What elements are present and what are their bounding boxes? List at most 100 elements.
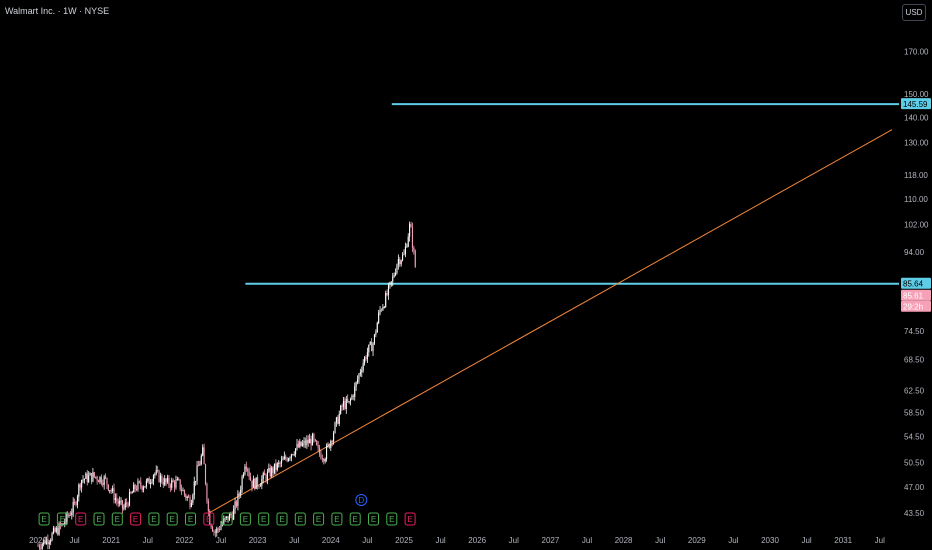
candle-body — [340, 405, 342, 414]
candle-body — [161, 475, 163, 483]
price-tag-label: 85.64 — [903, 280, 924, 289]
candle-body — [71, 512, 73, 516]
candle-body — [65, 513, 67, 523]
candle-body — [166, 477, 169, 483]
candle-body — [376, 322, 378, 333]
candle-body — [210, 524, 212, 528]
candle-body — [392, 276, 394, 282]
candle-body — [257, 477, 259, 487]
candle-body — [362, 363, 364, 371]
dividend-icon — [355, 494, 368, 506]
y-tick-label: 110.00 — [904, 195, 928, 204]
earnings-icon — [75, 512, 87, 526]
y-tick-label: 47.00 — [904, 483, 925, 492]
candle-body — [245, 466, 247, 469]
candle-body — [116, 498, 118, 502]
price-tag — [901, 277, 931, 289]
candle-body — [347, 399, 349, 403]
candle-body — [86, 473, 88, 482]
candle-body — [173, 481, 176, 488]
x-tick-label: 2031 — [834, 536, 852, 545]
earnings-icon — [203, 512, 215, 526]
candle-body — [40, 547, 42, 549]
earnings-label: E — [170, 515, 175, 524]
candle-body — [219, 529, 221, 531]
candle-body — [351, 395, 353, 400]
earnings-label: E — [279, 515, 284, 524]
candle-body — [299, 441, 301, 448]
x-tick-label: 2022 — [176, 536, 194, 545]
events-layer: E E E E E E E E E E E E E E E E E E E E E D — [38, 494, 416, 526]
x-tick-label: Jul — [655, 536, 665, 545]
candle-body — [368, 344, 370, 353]
candle-body — [389, 282, 391, 286]
candle-body — [337, 417, 339, 424]
candle-body — [272, 467, 274, 473]
candle-body — [378, 312, 380, 323]
candle-body — [317, 445, 319, 448]
earnings-icon — [404, 512, 416, 526]
candle-body — [195, 480, 197, 482]
x-tick-label: Jul — [289, 536, 299, 545]
y-tick-label: 170.00 — [904, 48, 929, 57]
earnings-icon — [349, 512, 361, 526]
y-tick-label: 62.50 — [904, 386, 925, 395]
candle-body — [356, 379, 359, 383]
candle-body — [364, 357, 366, 364]
candle-body — [227, 516, 229, 521]
candle-body — [403, 254, 405, 256]
candle-body — [238, 493, 240, 496]
candle-body — [341, 405, 343, 407]
candle-body — [223, 518, 225, 524]
earnings-icon — [148, 512, 160, 526]
candle-body — [303, 440, 305, 444]
candle-body — [176, 478, 178, 481]
candle-body — [103, 476, 105, 485]
candle-body — [361, 370, 363, 373]
candle-body — [89, 473, 91, 476]
candle-body — [52, 528, 55, 534]
candle-body — [311, 434, 314, 446]
candle-body — [82, 479, 84, 481]
candle-body — [192, 495, 194, 503]
candle-body — [318, 447, 321, 454]
candle-body — [168, 477, 170, 486]
candle-body — [102, 483, 104, 485]
candle-body — [276, 463, 278, 470]
candle-body — [38, 545, 40, 548]
candle-body — [159, 475, 162, 483]
candle-body — [213, 531, 215, 533]
candle-body — [316, 440, 318, 446]
candle-body — [154, 473, 156, 476]
candle-body — [164, 478, 166, 485]
candle-body — [326, 446, 328, 460]
candle-body — [41, 543, 43, 549]
earnings-label: E — [389, 515, 394, 524]
candle-body — [140, 481, 142, 487]
candle-body — [320, 453, 322, 459]
symbol-title: Walmart Inc. · 1W · NYSE — [5, 6, 110, 16]
candle-body — [206, 483, 208, 502]
candle-body — [130, 492, 132, 494]
candle-body — [68, 514, 70, 517]
y-tick-label: 140.00 — [904, 113, 929, 122]
candle-body — [193, 481, 195, 496]
earnings-icon — [258, 512, 270, 526]
candle-body — [355, 382, 357, 387]
earnings-label: E — [334, 515, 339, 524]
currency-button[interactable]: USD — [902, 4, 926, 21]
candle-body — [185, 494, 187, 499]
y-tick-label: 102.00 — [904, 221, 929, 230]
candle-body — [105, 476, 107, 478]
candle-body — [354, 386, 356, 397]
candle-body — [313, 434, 315, 440]
price-tag — [901, 98, 931, 110]
candle-body — [334, 422, 336, 433]
candle-body — [134, 484, 136, 489]
earnings-label: E — [316, 515, 321, 524]
candle-body — [175, 480, 177, 488]
candle-body — [183, 490, 185, 495]
candle-body — [190, 502, 192, 507]
candle-body — [342, 401, 345, 407]
